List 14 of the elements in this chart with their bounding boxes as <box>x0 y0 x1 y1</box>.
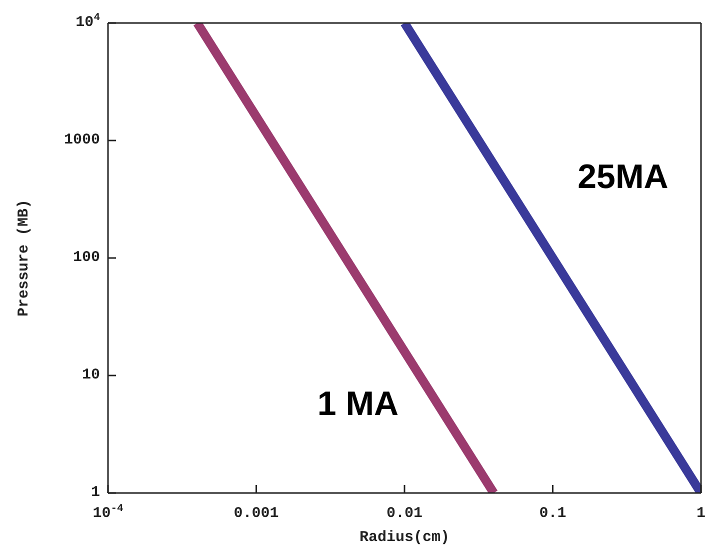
y-tick-label: 1000 <box>64 132 100 148</box>
y-tick-label: 1 <box>90 484 100 501</box>
annotation: 25MA <box>578 158 668 196</box>
x-tick-label: 0.01 <box>386 505 423 522</box>
x-tick-label: 0.1 <box>539 505 566 522</box>
x-tick-label: 1 <box>696 505 706 522</box>
y-tick-label: 100 <box>72 249 100 266</box>
y-tick-label: 10$^{4}$ <box>76 12 100 31</box>
y-tick-label: 10 <box>82 366 100 384</box>
x-tick-label: 0.001 <box>234 505 279 522</box>
y-axis-title: Pressure (MB) <box>15 199 32 317</box>
x-tick-label: 10$^{-4}$ <box>92 503 124 522</box>
annotation: 1 MA <box>317 385 399 423</box>
x-axis-title: Radius(cm) <box>359 529 450 546</box>
